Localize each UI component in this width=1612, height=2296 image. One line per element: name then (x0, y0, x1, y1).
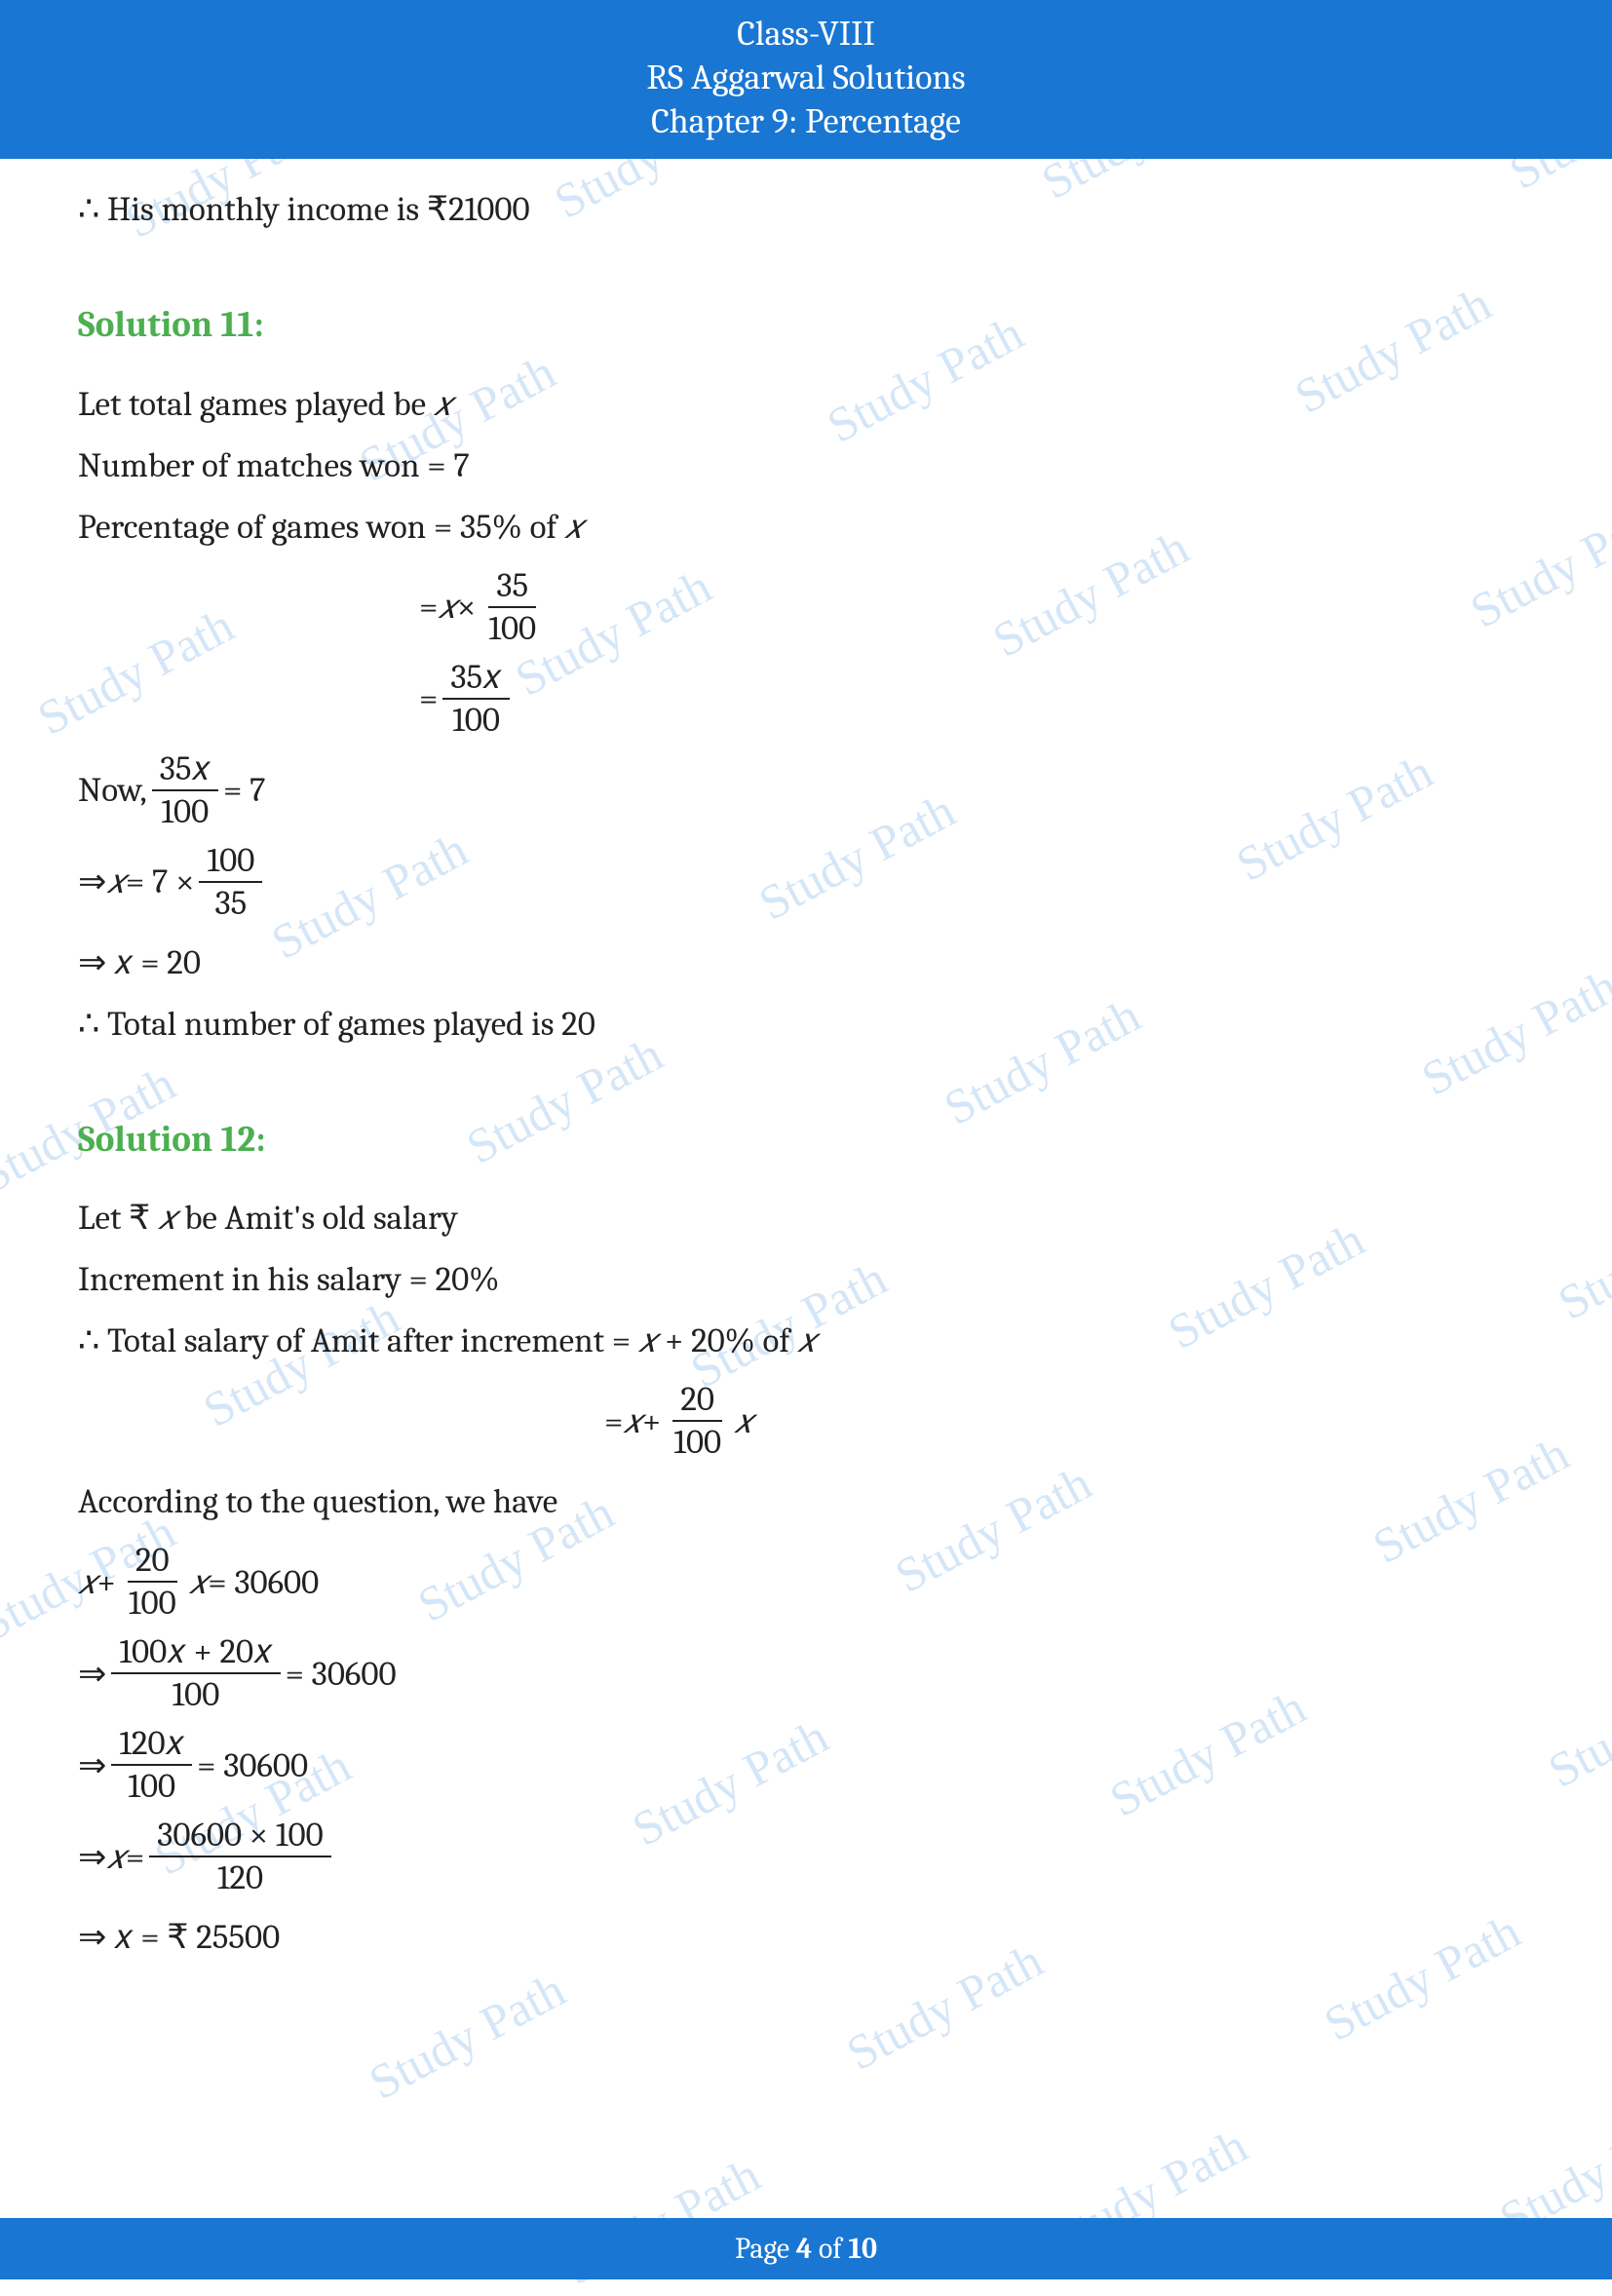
s11-line2: Number of matches won = 7 (78, 435, 1534, 496)
denominator: 120 (210, 1857, 271, 1898)
eq-mid: = (126, 1826, 144, 1888)
footer-pre: Page (735, 2232, 796, 2266)
eq-prefix: = (419, 576, 438, 637)
s12-eq5: ⇒ 𝑥 = 30600 × 100 120 (78, 1815, 1534, 1898)
page-header: Class-VIII RS Aggarwal Solutions Chapter… (0, 0, 1612, 159)
eq-prefix: ⇒ (78, 1735, 106, 1796)
eq-prefix: Now, (78, 759, 147, 821)
s12-eq6: ⇒ 𝑥 = ₹ 25500 (78, 1906, 1534, 1968)
page-body: ∴ His monthly income is ₹21000 Solution … (0, 159, 1612, 1968)
s12-eq2: 𝑥 + 20 100 𝑥 = 30600 (78, 1540, 1534, 1624)
variable-x: 𝑥 (638, 1320, 658, 1360)
eq-op: + (642, 1391, 661, 1452)
eq-op: × (457, 576, 476, 637)
variable-x: 𝑥 (438, 576, 457, 637)
denominator: 100 (666, 1422, 729, 1463)
eq-prefix: ⇒ (78, 1643, 106, 1704)
numerator: 20 (672, 1379, 722, 1422)
s11-line3: Percentage of games won = 35% of 𝑥 (78, 496, 1534, 557)
solution-12-heading: Solution 12: (78, 1108, 1534, 1173)
footer-current-page: 4 (796, 2232, 813, 2266)
footer-total-pages: 10 (848, 2232, 877, 2266)
eq-mid: = 7 × (126, 851, 195, 912)
denominator: 100 (480, 608, 544, 649)
s12-line1: Let ₹ 𝑥 be Amit's old salary (78, 1187, 1534, 1248)
variable-x: 𝑥 (564, 507, 584, 547)
variable-x: 𝑥 (797, 1320, 817, 1360)
denominator: 100 (153, 791, 216, 832)
eq-prefix: ⇒ (78, 851, 106, 912)
eq-prefix: = (604, 1391, 623, 1452)
fraction: 20 100 (666, 1379, 729, 1463)
header-class: Class-VIII (0, 14, 1612, 54)
fraction: 35𝑥 100 (442, 657, 509, 741)
numerator: 100𝑥 + 20𝑥 (111, 1631, 280, 1674)
denominator: 100 (120, 1766, 183, 1807)
text: ∴ Total salary of Amit after increment = (78, 1320, 638, 1360)
header-chapter: Chapter 9: Percentage (0, 101, 1612, 141)
fraction: 120𝑥 100 (111, 1723, 192, 1807)
variable-x: 𝑥 (106, 851, 126, 912)
fraction: 35𝑥 100 (152, 748, 218, 832)
numerator: 120𝑥 (111, 1723, 192, 1766)
denominator: 100 (444, 700, 508, 741)
numerator: 100 (199, 840, 262, 883)
fraction: 100𝑥 + 20𝑥 100 (111, 1631, 280, 1715)
solution-11-heading: Solution 11: (78, 293, 1534, 359)
variable-x: 𝑥 (106, 1826, 126, 1888)
s11-conclusion: ∴ Total number of games played is 20 (78, 993, 1534, 1054)
s12-eq3: ⇒ 100𝑥 + 20𝑥 100 = 30600 (78, 1631, 1534, 1715)
eq-op: + (97, 1551, 116, 1613)
denominator: 100 (121, 1583, 184, 1624)
s11-eq4: ⇒ 𝑥 = 7 × 100 35 (78, 840, 1534, 924)
s11-eq2: = 35𝑥 100 (419, 657, 1534, 741)
fraction: 35 100 (480, 565, 544, 649)
eq-prefix: ⇒ (78, 1826, 106, 1888)
denominator: 100 (165, 1674, 228, 1715)
fraction: 30600 × 100 120 (149, 1815, 331, 1898)
s12-line2: Increment in his salary = 20% (78, 1248, 1534, 1310)
prev-conclusion: ∴ His monthly income is ₹21000 (78, 178, 1534, 240)
s11-line1: Let total games played be 𝑥 (78, 373, 1534, 435)
s11-eq3: Now, 35𝑥 100 = 7 (78, 748, 1534, 832)
eq-suffix: = 7 (223, 759, 266, 821)
numerator: 30600 × 100 (149, 1815, 331, 1857)
watermark: Study Path (360, 1961, 574, 2111)
numerator: 35 (488, 565, 536, 608)
s11-eq1: = 𝑥 × 35 100 (419, 565, 1534, 649)
numerator: 35𝑥 (442, 657, 509, 700)
footer-mid: of (812, 2232, 848, 2266)
text: Percentage of games won = 35% of (78, 507, 564, 547)
page-footer: Page 4 of 10 (0, 2218, 1612, 2279)
s12-line4: According to the question, we have (78, 1471, 1534, 1532)
eq-suffix: = 30600 (286, 1643, 397, 1704)
text: + 20% of (657, 1320, 797, 1360)
s12-eq4: ⇒ 120𝑥 100 = 30600 (78, 1723, 1534, 1807)
text: be Amit's old salary (177, 1198, 458, 1238)
text: Let total games played be (78, 384, 434, 424)
variable-x: 𝑥 (434, 384, 453, 424)
denominator: 35 (208, 883, 255, 924)
s11-eq5: ⇒ 𝑥 = 20 (78, 932, 1534, 993)
text: Let ₹ (78, 1198, 158, 1238)
s12-eq1: = 𝑥 + 20 100 𝑥 (604, 1379, 1534, 1463)
s12-line3: ∴ Total salary of Amit after increment =… (78, 1310, 1534, 1371)
numerator: 35𝑥 (152, 748, 218, 791)
variable-x: 𝑥 (158, 1198, 177, 1238)
eq-suffix: = 30600 (197, 1735, 308, 1796)
eq-suffix: = 30600 (208, 1551, 319, 1613)
fraction: 100 35 (199, 840, 262, 924)
variable-x: 𝑥 (189, 1551, 209, 1613)
variable-x: 𝑥 (623, 1391, 642, 1452)
numerator: 20 (128, 1540, 177, 1583)
fraction: 20 100 (121, 1540, 184, 1624)
variable-x: 𝑥 (78, 1551, 97, 1613)
eq-prefix: = (419, 668, 438, 729)
header-book: RS Aggarwal Solutions (0, 57, 1612, 97)
variable-x: 𝑥 (734, 1391, 753, 1452)
